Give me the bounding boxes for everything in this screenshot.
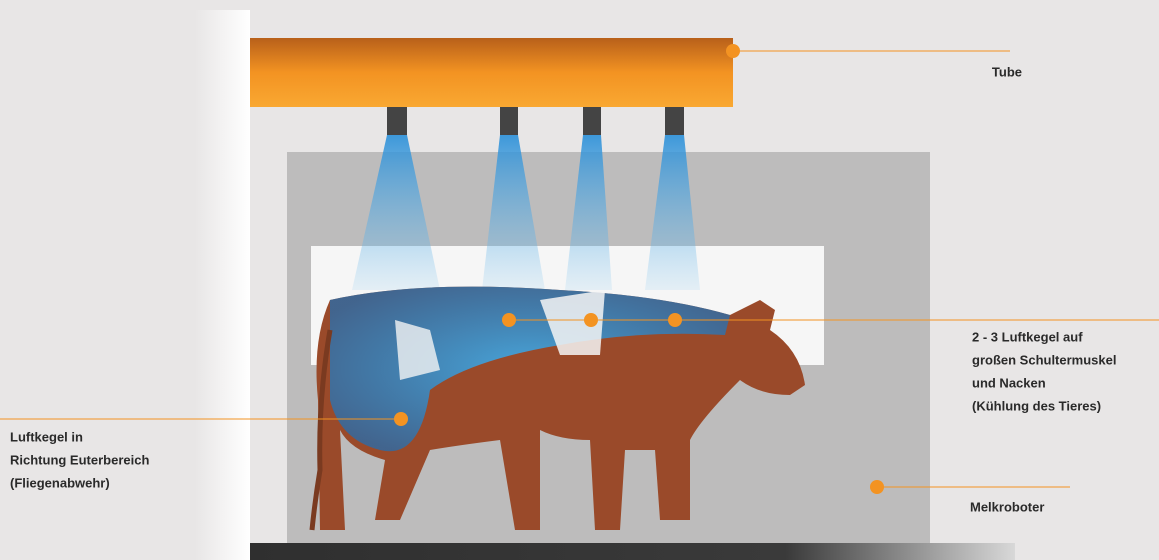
diagram: Tube 2 - 3 Luftkegel auf großen Schulter…: [0, 0, 1159, 560]
shoulder-label: und Nacken: [972, 375, 1046, 390]
udder-label: (Fliegenabwehr): [10, 475, 110, 490]
page: Tube 2 - 3 Luftkegel auf großen Schulter…: [0, 0, 1159, 560]
udder-label: Luftkegel in: [10, 429, 83, 444]
floor: [250, 543, 1015, 560]
wall: [195, 10, 250, 560]
tube: [250, 38, 733, 107]
shoulder-label: (Kühlung des Tieres): [972, 398, 1101, 413]
shoulder-label: großen Schultermuskel: [972, 352, 1116, 367]
udder-label: Richtung Euterbereich: [10, 452, 149, 467]
tube-label: Tube: [992, 64, 1022, 79]
shoulder-label: 2 - 3 Luftkegel auf: [972, 329, 1083, 344]
robot-label: Melkroboter: [970, 499, 1044, 514]
